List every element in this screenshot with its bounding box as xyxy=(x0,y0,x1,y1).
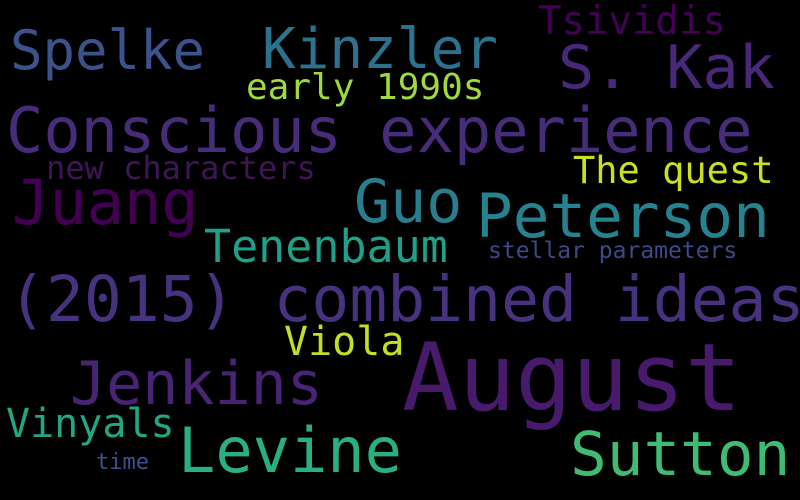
word-stellar-parameters: stellar parameters xyxy=(488,238,738,264)
word-the-quest: The quest xyxy=(573,149,774,192)
word-vinyals: Vinyals xyxy=(6,401,175,447)
word-2015-combined-ideas: (2015) combined ideas xyxy=(8,263,800,336)
word-time: time xyxy=(96,450,149,475)
word-early-1990s: early 1990s xyxy=(246,67,485,108)
word-tenenbaum: Tenenbaum xyxy=(204,220,448,273)
word-jenkins: Jenkins xyxy=(70,349,323,419)
word-guo: Guo xyxy=(354,167,463,237)
word-peterson: Peterson xyxy=(476,181,770,252)
word-new-characters: new characters xyxy=(46,149,316,187)
word-august: August xyxy=(402,324,742,433)
word-viola: Viola xyxy=(284,319,405,365)
word-kinzler: Kinzler xyxy=(262,17,499,82)
word-sutton: Sutton xyxy=(570,419,791,490)
word-s-kak: S. Kak xyxy=(558,33,775,103)
word-conscious-experience: Conscious experience xyxy=(6,94,753,167)
word-tsividis: Tsividis xyxy=(538,0,726,44)
word-juang: Juang xyxy=(12,166,199,239)
word-levine: Levine xyxy=(178,414,402,487)
word-spelke: Spelke xyxy=(10,19,206,82)
